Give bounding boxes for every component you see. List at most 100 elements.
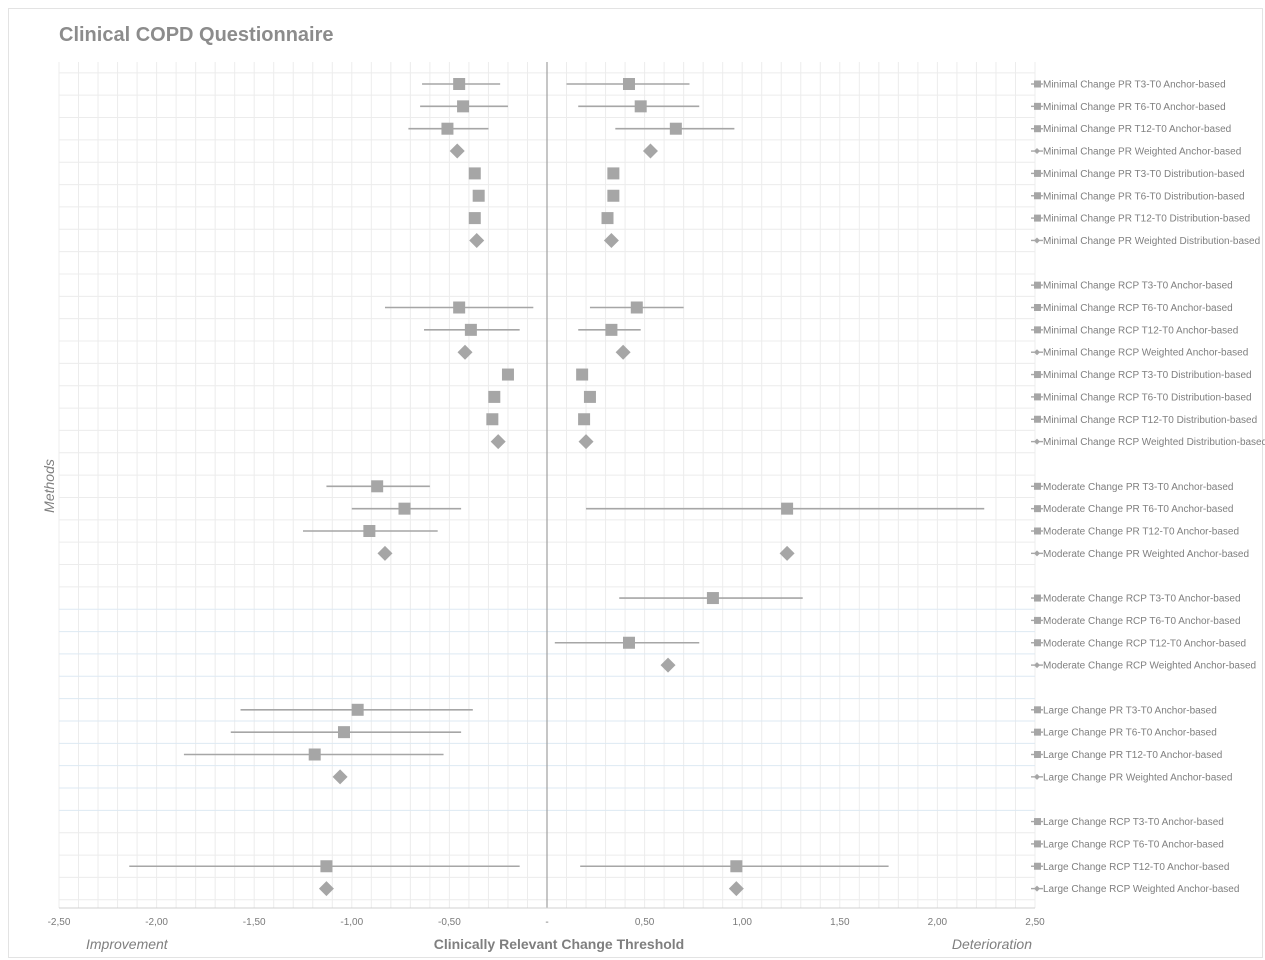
legend-square xyxy=(1034,80,1041,88)
legend-entry: Minimal Change PR Weighted Anchor-based xyxy=(1043,147,1241,158)
legend-entry: Large Change RCP T12-T0 Anchor-based xyxy=(1043,862,1229,873)
square-marker xyxy=(337,726,350,739)
legend-square xyxy=(1034,192,1041,200)
legend-entry: Minimal Change PR T3-T0 Anchor-based xyxy=(1043,80,1226,91)
x-tick-label: 1,50 xyxy=(830,917,850,928)
legend-entry: Minimal Change PR Weighted Distribution-… xyxy=(1043,236,1260,247)
diamond-marker xyxy=(332,769,348,785)
square-marker xyxy=(464,323,477,336)
legend-entry: Minimal Change PR T6-T0 Anchor-based xyxy=(1043,102,1226,113)
legend-square xyxy=(1034,505,1041,513)
chart-frame xyxy=(8,8,1263,958)
square-marker xyxy=(472,189,485,202)
square-marker xyxy=(453,301,466,314)
legend-entry: Minimal Change RCP T12-T0 Distribution-b… xyxy=(1043,415,1257,426)
x-tick-label: - xyxy=(545,917,548,928)
grid xyxy=(58,62,1036,909)
x-tick-label: -1,00 xyxy=(340,917,363,928)
legend-diamond xyxy=(1034,662,1040,669)
legend-entry: Moderate Change PR T3-T0 Anchor-based xyxy=(1043,482,1233,493)
legend-square xyxy=(1034,304,1041,311)
legend-square xyxy=(1034,415,1041,423)
diamond-marker xyxy=(490,434,506,450)
square-marker xyxy=(453,78,466,90)
x-tick-label: 1,00 xyxy=(732,917,752,928)
x-axis-label: Clinically Relevant Change Threshold xyxy=(434,936,685,952)
square-marker xyxy=(308,748,321,761)
legend-square xyxy=(1034,326,1041,334)
legend-entry: Moderate Change PR T12-T0 Anchor-based xyxy=(1043,527,1239,538)
deterioration-label: Deterioration xyxy=(952,936,1032,952)
legend-square xyxy=(1034,862,1041,870)
legend-square xyxy=(1034,214,1041,222)
legend-entry: Large Change RCP T6-T0 Anchor-based xyxy=(1043,839,1224,850)
diamond-marker xyxy=(642,143,658,159)
legend-entry: Minimal Change RCP T6-T0 Distribution-ba… xyxy=(1043,392,1252,403)
legend-diamond xyxy=(1034,550,1040,557)
legend-square xyxy=(1034,818,1041,826)
square-marker xyxy=(730,860,743,873)
diamond-marker xyxy=(728,881,744,897)
legend-square xyxy=(1034,102,1041,110)
square-marker xyxy=(622,78,635,90)
square-marker xyxy=(488,390,501,403)
square-marker xyxy=(457,100,470,113)
diamond-marker xyxy=(615,344,631,360)
square-marker xyxy=(706,592,719,605)
square-marker xyxy=(601,212,614,225)
x-tick-label: -2,00 xyxy=(145,917,168,928)
legend-square xyxy=(1034,169,1041,177)
legend-entry: Large Change PR T12-T0 Anchor-based xyxy=(1043,750,1222,761)
diamond-marker xyxy=(318,881,334,897)
square-marker xyxy=(781,502,794,515)
x-tick-labels: -2,50 -2,00 -1,50 -1,00 -0,50-0,50 1,00 1,50 2,… xyxy=(48,917,1046,928)
legend-entry: Minimal Change RCP T3-T0 Distribution-ba… xyxy=(1043,370,1252,381)
legend-square xyxy=(1034,728,1041,736)
legend-entry: Minimal Change PR T3-T0 Distribution-bas… xyxy=(1043,169,1245,180)
square-marker xyxy=(607,189,620,202)
legend-square xyxy=(1034,281,1041,289)
x-tick-label: 0,50 xyxy=(635,917,655,928)
chart-title: Clinical COPD Questionnaire xyxy=(59,24,334,46)
legend-entry: Large Change PR T6-T0 Anchor-based xyxy=(1043,728,1217,739)
legend-entry: Moderate Change RCP T12-T0 Anchor-based xyxy=(1043,638,1246,649)
legend-entry: Minimal Change PR T12-T0 Distribution-ba… xyxy=(1043,214,1250,225)
legend-entry: Moderate Change RCP T3-T0 Anchor-based xyxy=(1043,594,1241,605)
legend-square xyxy=(1034,482,1041,490)
x-tick-label: 2,00 xyxy=(928,917,948,928)
legend-entry: Minimal Change PR T12-T0 Anchor-based xyxy=(1043,124,1231,135)
diamond-marker xyxy=(603,232,619,248)
legend-entry: Large Change RCP T3-T0 Anchor-based xyxy=(1043,817,1224,828)
legend-entry: Minimal Change RCP T12-T0 Anchor-based xyxy=(1043,325,1238,336)
square-marker xyxy=(468,167,481,180)
diamond-marker xyxy=(457,344,473,360)
diamond-marker xyxy=(660,657,676,673)
square-marker xyxy=(634,100,647,113)
legend-square xyxy=(1034,751,1041,758)
diamond-marker xyxy=(449,143,465,159)
legend-entry: Large Change PR Weighted Anchor-based xyxy=(1043,772,1232,783)
square-marker xyxy=(398,502,411,515)
legend: Minimal Change PR T3-T0 Anchor-based Mini… xyxy=(1031,80,1265,895)
y-axis-label: Methods xyxy=(41,459,57,513)
legend-entry: Moderate Change RCP T6-T0 Anchor-based xyxy=(1043,616,1241,627)
square-marker xyxy=(605,323,618,336)
legend-entry: Minimal Change RCP Weighted Anchor-based xyxy=(1043,348,1248,359)
legend-square xyxy=(1034,393,1041,401)
square-marker xyxy=(351,703,364,716)
x-tick-label: 2,50 xyxy=(1025,917,1045,928)
legend-diamond xyxy=(1034,148,1040,155)
square-marker xyxy=(622,636,635,649)
square-marker xyxy=(486,413,499,426)
improvement-label: Improvement xyxy=(86,936,169,952)
legend-square xyxy=(1034,594,1041,602)
x-tick-label: -1,50 xyxy=(243,917,266,928)
legend-square xyxy=(1034,371,1041,379)
legend-diamond xyxy=(1034,237,1040,244)
legend-entry: Moderate Change PR Weighted Anchor-based xyxy=(1043,549,1249,560)
legend-square xyxy=(1034,616,1041,624)
legend-entry: Moderate Change RCP Weighted Anchor-base… xyxy=(1043,661,1256,672)
legend-entry: Minimal Change RCP Weighted Distribution… xyxy=(1043,437,1265,448)
square-marker xyxy=(576,368,589,381)
